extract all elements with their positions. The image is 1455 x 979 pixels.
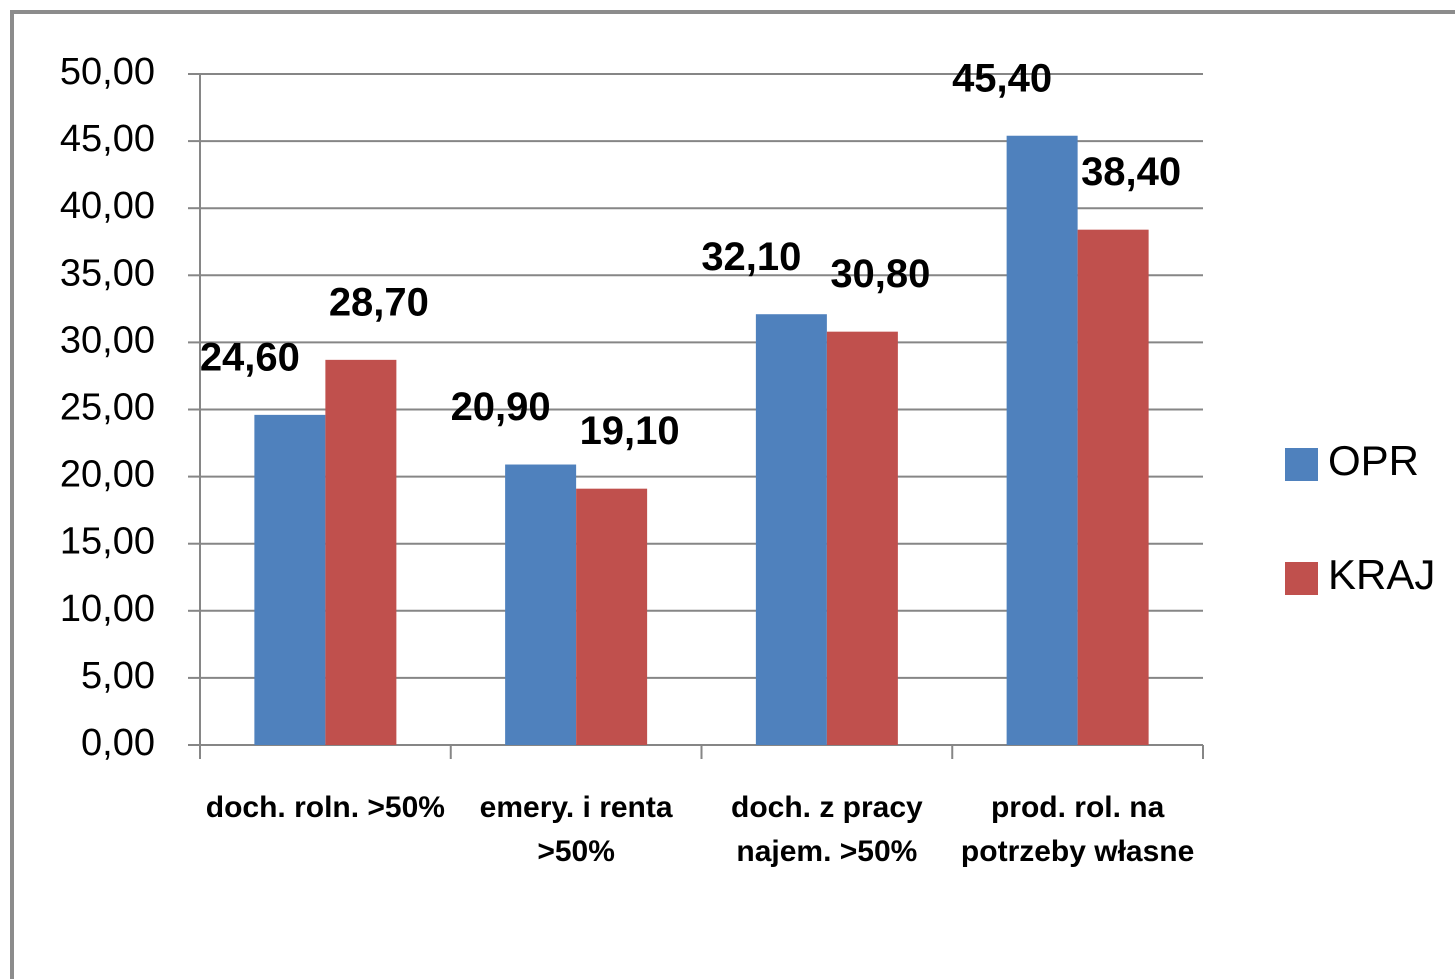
legend-label: OPR	[1328, 437, 1419, 484]
x-tick-label: doch. z pracy najem. >50%	[731, 791, 923, 868]
value-label: 38,40	[1081, 150, 1181, 194]
value-label: 19,10	[580, 409, 680, 453]
value-label: 28,70	[329, 280, 429, 324]
y-tick-label: 15,00	[60, 521, 155, 563]
y-tick-label: 30,00	[60, 319, 155, 361]
value-label: 20,90	[451, 385, 551, 429]
bar	[505, 464, 577, 745]
value-label: 32,10	[701, 235, 801, 279]
y-tick-label: 20,00	[60, 454, 155, 496]
value-label: 30,80	[830, 252, 930, 296]
y-tick-label: 10,00	[60, 588, 155, 630]
value-label: 24,60	[200, 335, 300, 379]
value-label: 45,40	[952, 56, 1052, 100]
bar	[1077, 229, 1149, 745]
y-tick-label: 40,00	[60, 185, 155, 227]
y-tick-label: 5,00	[81, 655, 155, 697]
bar	[254, 414, 326, 745]
bar	[1006, 135, 1078, 745]
bar	[325, 359, 397, 745]
legend-label: KRAJ	[1328, 551, 1435, 598]
chart-border	[10, 10, 1455, 979]
y-tick-label: 50,00	[60, 51, 155, 93]
y-tick-label: 45,00	[60, 118, 155, 160]
y-tick-label: 35,00	[60, 252, 155, 294]
y-tick-label: 25,00	[60, 387, 155, 429]
x-tick-label: emery. i renta >50%	[479, 791, 673, 868]
bar	[755, 314, 827, 745]
x-tick-label: prod. rol. na potrzeby własne	[960, 791, 1195, 868]
legend-swatch	[1285, 562, 1318, 595]
bar	[576, 488, 648, 745]
bar	[826, 331, 898, 745]
y-tick-label: 0,00	[81, 722, 155, 764]
x-tick-label: doch. roln. >50%	[205, 791, 445, 824]
legend-swatch	[1285, 448, 1318, 481]
